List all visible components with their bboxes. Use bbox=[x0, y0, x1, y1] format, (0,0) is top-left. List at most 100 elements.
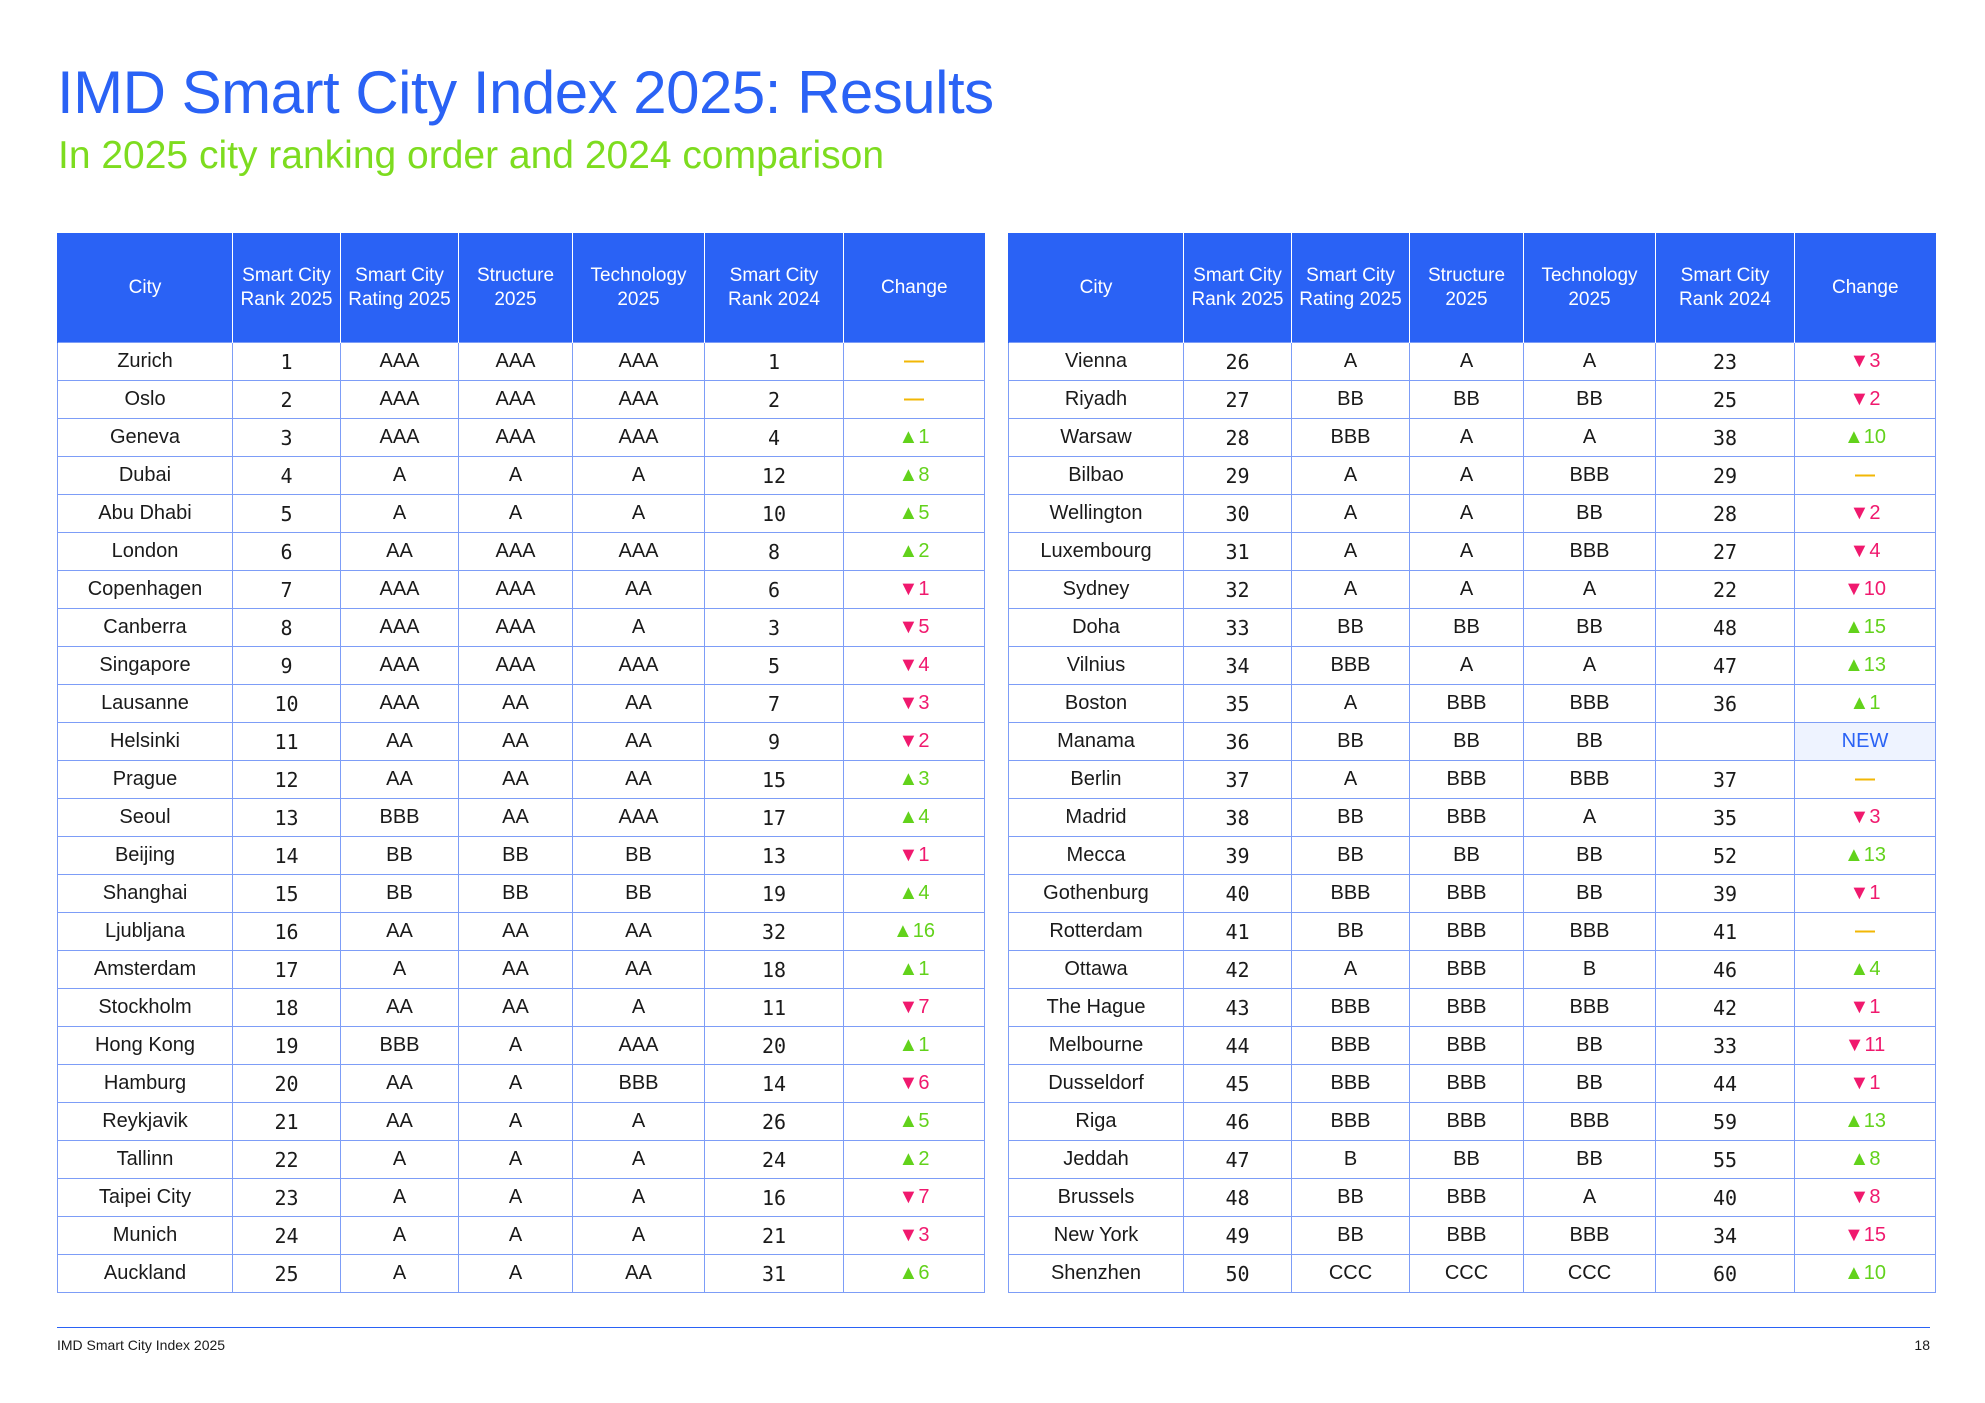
header-city: City bbox=[1008, 233, 1184, 343]
rank-2024-cell: 39 bbox=[1655, 874, 1795, 913]
city-cell: Madrid bbox=[1008, 798, 1184, 837]
city-cell: Munich bbox=[57, 1216, 233, 1255]
rank-2024-cell: 25 bbox=[1655, 380, 1795, 419]
change-down-indicator: ▼15 bbox=[1843, 1224, 1887, 1246]
technology-2025-cell: A bbox=[1523, 646, 1656, 685]
table-row: Dubai 4 A A A 12 ▲8 bbox=[57, 456, 985, 495]
structure-2025-cell: AAA bbox=[458, 418, 573, 457]
table-row: Manama 36 BB BB BB NEW bbox=[1008, 722, 1936, 761]
table-row: Luxembourg 31 A A BBB 27 ▼4 bbox=[1008, 532, 1936, 571]
city-cell: Sydney bbox=[1008, 570, 1184, 609]
technology-2025-cell: BBB bbox=[1523, 988, 1656, 1027]
change-cell: ▼1 bbox=[843, 570, 985, 609]
change-cell: ▼3 bbox=[1794, 342, 1936, 381]
structure-2025-cell: A bbox=[458, 1026, 573, 1065]
table-row: Vilnius 34 BBB A A 47 ▲13 bbox=[1008, 646, 1936, 685]
rank-2025-cell: 29 bbox=[1183, 456, 1292, 495]
table-row: Beijing 14 BB BB BB 13 ▼1 bbox=[57, 836, 985, 875]
rank-2024-cell: 41 bbox=[1655, 912, 1795, 951]
rank-2024-cell: 48 bbox=[1655, 608, 1795, 647]
change-down-indicator: ▼6 bbox=[898, 1072, 930, 1094]
structure-2025-cell: AAA bbox=[458, 570, 573, 609]
city-cell: The Hague bbox=[1008, 988, 1184, 1027]
change-cell: ▼4 bbox=[1794, 532, 1936, 571]
city-cell: Dubai bbox=[57, 456, 233, 495]
page-subtitle: In 2025 city ranking order and 2024 comp… bbox=[58, 134, 885, 177]
table-body-right: Vienna 26 A A A 23 ▼3 Riyadh 27 BB BB BB 25 ▼2 Warsaw 2… bbox=[1008, 342, 1936, 1293]
rating-2025-cell: A bbox=[340, 1140, 459, 1179]
structure-2025-cell: A bbox=[1409, 494, 1524, 533]
change-up-indicator: ▲1 bbox=[898, 958, 930, 980]
change-up-indicator: ▲10 bbox=[1843, 426, 1887, 448]
structure-2025-cell: BBB bbox=[1409, 950, 1524, 989]
rank-2025-cell: 44 bbox=[1183, 1026, 1292, 1065]
technology-2025-cell: CCC bbox=[1523, 1254, 1656, 1293]
rating-2025-cell: AAA bbox=[340, 684, 459, 723]
rank-2024-cell: 16 bbox=[704, 1178, 844, 1217]
ranking-table-left: City Smart City Rank 2025 Smart City Rat… bbox=[57, 233, 985, 1293]
change-cell: ▲1 bbox=[1794, 684, 1936, 723]
city-cell: Lausanne bbox=[57, 684, 233, 723]
table-row: Abu Dhabi 5 A A A 10 ▲5 bbox=[57, 494, 985, 533]
technology-2025-cell: AAA bbox=[572, 342, 705, 381]
table-header-row: City Smart City Rank 2025 Smart City Rat… bbox=[57, 233, 985, 343]
rank-2025-cell: 36 bbox=[1183, 722, 1292, 761]
rank-2025-cell: 38 bbox=[1183, 798, 1292, 837]
rank-2025-cell: 35 bbox=[1183, 684, 1292, 723]
city-cell: Stockholm bbox=[57, 988, 233, 1027]
structure-2025-cell: BBB bbox=[1409, 1026, 1524, 1065]
table-row: Shanghai 15 BB BB BB 19 ▲4 bbox=[57, 874, 985, 913]
city-cell: Canberra bbox=[57, 608, 233, 647]
change-cell: ▼7 bbox=[843, 1178, 985, 1217]
table-row: Melbourne 44 BBB BBB BB 33 ▼11 bbox=[1008, 1026, 1936, 1065]
page-title: IMD Smart City Index 2025: Results bbox=[57, 59, 994, 126]
rank-2024-cell: 47 bbox=[1655, 646, 1795, 685]
change-up-indicator: ▲2 bbox=[898, 540, 930, 562]
technology-2025-cell: BBB bbox=[1523, 1216, 1656, 1255]
city-cell: Gothenburg bbox=[1008, 874, 1184, 913]
technology-2025-cell: A bbox=[1523, 1178, 1656, 1217]
rating-2025-cell: A bbox=[1291, 684, 1410, 723]
change-cell: ▲8 bbox=[1794, 1140, 1936, 1179]
structure-2025-cell: AA bbox=[458, 760, 573, 799]
table-row: Ljubljana 16 AA AA AA 32 ▲16 bbox=[57, 912, 985, 951]
technology-2025-cell: A bbox=[572, 1178, 705, 1217]
rank-2025-cell: 30 bbox=[1183, 494, 1292, 533]
city-cell: Luxembourg bbox=[1008, 532, 1184, 571]
technology-2025-cell: AAA bbox=[572, 1026, 705, 1065]
rank-2025-cell: 4 bbox=[232, 456, 341, 495]
footer-text: IMD Smart City Index 2025 bbox=[57, 1337, 226, 1353]
technology-2025-cell: BBB bbox=[1523, 456, 1656, 495]
structure-2025-cell: A bbox=[1409, 456, 1524, 495]
ranking-table-right: City Smart City Rank 2025 Smart City Rat… bbox=[1008, 233, 1936, 1293]
rank-2024-cell: 17 bbox=[704, 798, 844, 837]
rating-2025-cell: A bbox=[340, 1216, 459, 1255]
structure-2025-cell: A bbox=[458, 494, 573, 533]
city-cell: Riga bbox=[1008, 1102, 1184, 1141]
table-row: Ottawa 42 A BBB B 46 ▲4 bbox=[1008, 950, 1936, 989]
rank-2024-cell: 13 bbox=[704, 836, 844, 875]
rank-2025-cell: 28 bbox=[1183, 418, 1292, 457]
structure-2025-cell: BBB bbox=[1409, 798, 1524, 837]
rank-2024-cell: 3 bbox=[704, 608, 844, 647]
change-cell: ▼15 bbox=[1794, 1216, 1936, 1255]
rank-2025-cell: 18 bbox=[232, 988, 341, 1027]
rating-2025-cell: BB bbox=[1291, 1216, 1410, 1255]
rating-2025-cell: BBB bbox=[1291, 646, 1410, 685]
change-cell: — bbox=[1794, 760, 1936, 799]
change-cell: ▲1 bbox=[843, 418, 985, 457]
rating-2025-cell: BBB bbox=[1291, 1102, 1410, 1141]
change-up-indicator: ▲5 bbox=[898, 502, 930, 524]
change-down-indicator: ▼1 bbox=[898, 844, 930, 866]
table-row: Canberra 8 AAA AAA A 3 ▼5 bbox=[57, 608, 985, 647]
rating-2025-cell: BB bbox=[1291, 1178, 1410, 1217]
change-up-indicator: ▲8 bbox=[1849, 1148, 1881, 1170]
header-technology-2025: Technology 2025 bbox=[572, 233, 705, 343]
change-cell: ▼1 bbox=[1794, 874, 1936, 913]
no-change-indicator: — bbox=[904, 350, 924, 372]
rating-2025-cell: AAA bbox=[340, 418, 459, 457]
rating-2025-cell: BBB bbox=[1291, 1026, 1410, 1065]
table-row: Prague 12 AA AA AA 15 ▲3 bbox=[57, 760, 985, 799]
header-rating-2025: Smart City Rating 2025 bbox=[340, 233, 459, 343]
rank-2024-cell: 14 bbox=[704, 1064, 844, 1103]
